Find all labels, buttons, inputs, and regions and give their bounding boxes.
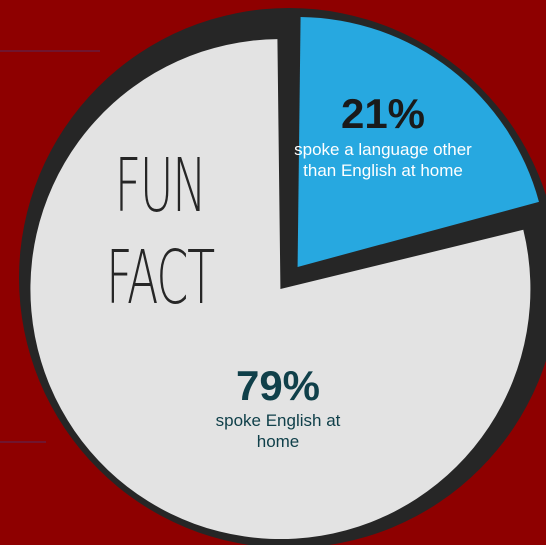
fun-fact-heading: FUN FACT <box>104 140 216 324</box>
slice-other-language-label: spoke a language other than English at h… <box>294 140 472 180</box>
slice-english-percent: 79% <box>235 362 321 409</box>
pie-slice-other-language <box>297 16 539 267</box>
decorative-line-bottom <box>0 441 46 443</box>
heading-line-2: FACT <box>106 235 215 321</box>
decorative-line-top <box>0 50 100 52</box>
slice-english-label: spoke English at home <box>215 411 341 451</box>
slice-other-language-percent: 21% <box>340 90 426 137</box>
heading-line-1: FUN <box>114 143 207 229</box>
pie-slice-english <box>30 39 531 540</box>
